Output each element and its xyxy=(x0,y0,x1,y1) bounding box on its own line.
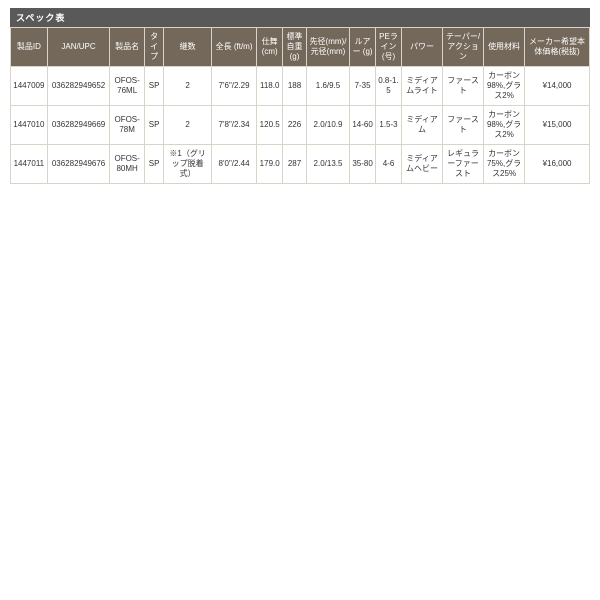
col-pcs: 継数 xyxy=(164,28,212,67)
col-pe: PEライン (号) xyxy=(376,28,402,67)
cell-jan: 036282949676 xyxy=(47,145,110,184)
cell-pe: 1.5-3 xyxy=(376,106,402,145)
col-len: 全長 (ft/m) xyxy=(211,28,256,67)
col-lure: ルアー (g) xyxy=(350,28,376,67)
cell-jan: 036282949652 xyxy=(47,67,110,106)
cell-close: 118.0 xyxy=(257,67,283,106)
cell-price: ¥15,000 xyxy=(525,106,590,145)
cell-wt: 226 xyxy=(283,106,307,145)
col-jan: JAN/UPC xyxy=(47,28,110,67)
table-header: 製品ID JAN/UPC 製品名 タイプ 継数 全長 (ft/m) 仕舞 (cm… xyxy=(11,28,590,67)
cell-pcs: ※1（グリップ脱着式） xyxy=(164,145,212,184)
col-price: メーカー希望本体価格(税抜) xyxy=(525,28,590,67)
cell-pe: 0.8-1.5 xyxy=(376,67,402,106)
col-type: タイプ xyxy=(144,28,163,67)
table-row: 1447011 036282949676 OFOS-80MH SP ※1（グリッ… xyxy=(11,145,590,184)
spec-table-container: スペック表 製品ID JAN/UPC 製品名 タイプ 継数 全長 (ft/m) … xyxy=(0,0,600,192)
col-name: 製品名 xyxy=(110,28,145,67)
col-tap: テーパー/アクション xyxy=(443,28,484,67)
table-title: スペック表 xyxy=(10,8,590,27)
cell-dia: 2.0/13.5 xyxy=(306,145,349,184)
col-dia: 先径(mm)/元径(mm) xyxy=(306,28,349,67)
cell-lure: 14-60 xyxy=(350,106,376,145)
table-body: 1447009 036282949652 OFOS-76ML SP 2 7'6"… xyxy=(11,67,590,184)
spec-table: 製品ID JAN/UPC 製品名 タイプ 継数 全長 (ft/m) 仕舞 (cm… xyxy=(10,27,590,184)
cell-type: SP xyxy=(144,67,163,106)
cell-len: 7'8"/2.34 xyxy=(211,106,256,145)
cell-name: OFOS-76ML xyxy=(110,67,145,106)
cell-jan: 036282949669 xyxy=(47,106,110,145)
cell-id: 1447009 xyxy=(11,67,48,106)
col-id: 製品ID xyxy=(11,28,48,67)
cell-type: SP xyxy=(144,145,163,184)
cell-mat: カーボン75%,グラス25% xyxy=(484,145,525,184)
cell-name: OFOS-78M xyxy=(110,106,145,145)
cell-mat: カーボン98%,グラス2% xyxy=(484,67,525,106)
cell-lure: 7-35 xyxy=(350,67,376,106)
cell-len: 7'6"/2.29 xyxy=(211,67,256,106)
cell-wt: 287 xyxy=(283,145,307,184)
table-row: 1447009 036282949652 OFOS-76ML SP 2 7'6"… xyxy=(11,67,590,106)
cell-lure: 35-80 xyxy=(350,145,376,184)
col-pow: パワー xyxy=(401,28,442,67)
cell-pcs: 2 xyxy=(164,67,212,106)
cell-name: OFOS-80MH xyxy=(110,145,145,184)
cell-type: SP xyxy=(144,106,163,145)
col-wt: 標準自重 (g) xyxy=(283,28,307,67)
table-row: 1447010 036282949669 OFOS-78M SP 2 7'8"/… xyxy=(11,106,590,145)
cell-tap: レギュラーファースト xyxy=(443,145,484,184)
cell-dia: 1.6/9.5 xyxy=(306,67,349,106)
col-mat: 使用材料 xyxy=(484,28,525,67)
cell-pow: ミディアム xyxy=(401,106,442,145)
cell-pe: 4-6 xyxy=(376,145,402,184)
cell-pcs: 2 xyxy=(164,106,212,145)
cell-close: 179.0 xyxy=(257,145,283,184)
cell-pow: ミディアムヘビー xyxy=(401,145,442,184)
cell-len: 8'0"/2.44 xyxy=(211,145,256,184)
cell-wt: 188 xyxy=(283,67,307,106)
cell-close: 120.5 xyxy=(257,106,283,145)
col-close: 仕舞 (cm) xyxy=(257,28,283,67)
cell-dia: 2.0/10.9 xyxy=(306,106,349,145)
cell-id: 1447010 xyxy=(11,106,48,145)
cell-id: 1447011 xyxy=(11,145,48,184)
cell-mat: カーボン98%,グラス2% xyxy=(484,106,525,145)
cell-price: ¥16,000 xyxy=(525,145,590,184)
cell-tap: ファースト xyxy=(443,67,484,106)
cell-price: ¥14,000 xyxy=(525,67,590,106)
cell-tap: ファースト xyxy=(443,106,484,145)
cell-pow: ミディアムライト xyxy=(401,67,442,106)
